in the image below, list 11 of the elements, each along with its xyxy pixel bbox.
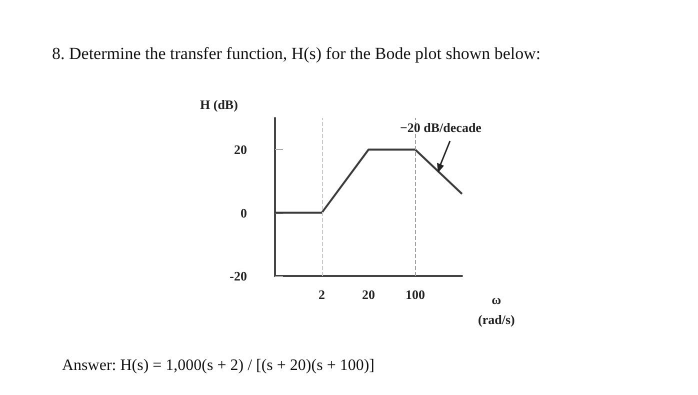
- y-axis-title: H (dB): [200, 97, 238, 113]
- y-tick-label: 20: [234, 142, 247, 158]
- text: Answer: H(s) = 1,000(s + 2) / [(s + 20)(s + 100)]: [62, 357, 374, 375]
- x-tick-label: 2: [318, 287, 325, 302]
- x-tick-label: 100: [406, 287, 425, 302]
- annotation: −20 dB/decade: [400, 120, 482, 136]
- chart-title: 8. Determine the transfer function, H(s) for the Bode plot shown below:: [52, 44, 541, 64]
- y-tick-label: 0: [240, 205, 247, 220]
- x-axis-title: ω (rad/s): [478, 291, 515, 329]
- x-tick-label: 20: [362, 287, 375, 302]
- y-tick-label: -20: [230, 268, 247, 284]
